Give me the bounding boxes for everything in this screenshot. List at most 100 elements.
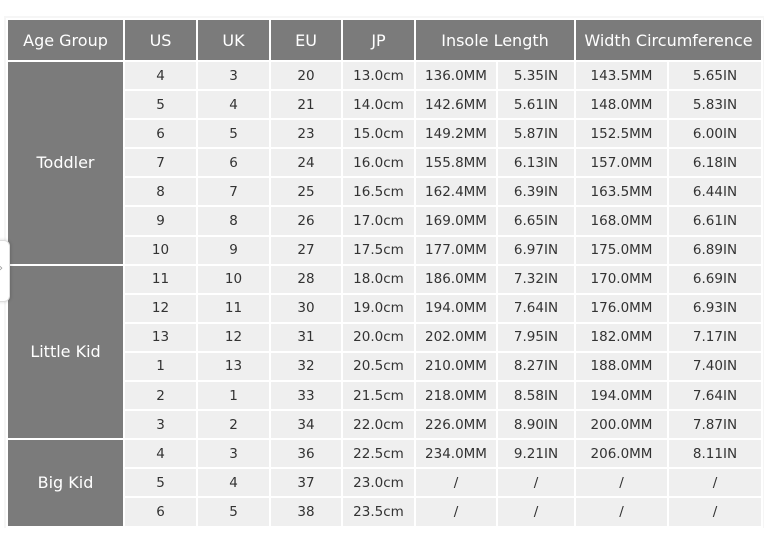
table-cell: 9 bbox=[196, 234, 271, 266]
table-cell: 5.87IN bbox=[496, 118, 576, 150]
table-cell: 11 bbox=[196, 292, 271, 324]
table-cell: 8 bbox=[123, 176, 198, 208]
table-cell: 33 bbox=[269, 380, 343, 412]
table-cell: 7.64IN bbox=[667, 380, 763, 412]
table-cell: 6.89IN bbox=[667, 234, 763, 266]
table-cell: 6.65IN bbox=[496, 205, 576, 237]
table-cell: 218.0MM bbox=[414, 380, 498, 412]
table-cell: 4 bbox=[123, 438, 198, 470]
table-cell: 8.11IN bbox=[667, 438, 763, 470]
table-row: 5 4 37 23.0cm / / / / bbox=[7, 467, 763, 499]
header-us: US bbox=[123, 18, 198, 62]
table-cell: 7.32IN bbox=[496, 263, 576, 295]
table-cell: 136.0MM bbox=[414, 59, 498, 92]
table-cell: 188.0MM bbox=[574, 350, 669, 383]
table-cell: 20.0cm bbox=[341, 321, 416, 353]
table-cell: 5 bbox=[123, 467, 198, 499]
table-cell: 11 bbox=[123, 263, 198, 295]
table-cell: 26 bbox=[269, 205, 343, 237]
table-cell: 8.58IN bbox=[496, 380, 576, 412]
table-cell: 202.0MM bbox=[414, 321, 498, 353]
table-cell: / bbox=[574, 467, 669, 499]
table-cell: 10 bbox=[196, 263, 271, 295]
table-cell: 148.0MM bbox=[574, 89, 669, 121]
table-cell: 8.27IN bbox=[496, 350, 576, 383]
table-cell: 4 bbox=[196, 89, 271, 121]
table-cell: 6 bbox=[123, 118, 198, 150]
table-row: 13 12 31 20.0cm 202.0MM 7.95IN 182.0MM 7.17IN bbox=[7, 321, 763, 353]
table-cell: 1 bbox=[123, 350, 198, 383]
table-cell: 34 bbox=[269, 409, 343, 441]
table-cell: 206.0MM bbox=[574, 438, 669, 470]
size-chart-table: Age Group US UK EU JP Insole Length Widt… bbox=[6, 18, 763, 528]
header-age-group: Age Group bbox=[6, 18, 125, 62]
header-uk: UK bbox=[196, 18, 271, 62]
table-cell: 5 bbox=[196, 496, 271, 528]
chevron-right-icon: › bbox=[0, 263, 3, 274]
table-cell: 7.40IN bbox=[667, 350, 763, 383]
table-row: 6 5 23 15.0cm 149.2MM 5.87IN 152.5MM 6.00IN bbox=[7, 118, 763, 150]
table-cell: 155.8MM bbox=[414, 147, 498, 179]
table-cell: 20 bbox=[269, 59, 343, 92]
table-cell: 177.0MM bbox=[414, 234, 498, 266]
table-cell: 12 bbox=[123, 292, 198, 324]
table-cell: 22.5cm bbox=[341, 438, 416, 470]
table-cell: 175.0MM bbox=[574, 234, 669, 266]
table-cell: 16.5cm bbox=[341, 176, 416, 208]
table-cell: 27 bbox=[269, 234, 343, 266]
table-cell: 28 bbox=[269, 263, 343, 295]
table-cell: 6.44IN bbox=[667, 176, 763, 208]
header-jp: JP bbox=[341, 18, 416, 62]
table-cell: 8 bbox=[196, 205, 271, 237]
table-cell: / bbox=[414, 467, 498, 499]
header-width-circumference: Width Circumference bbox=[574, 18, 763, 62]
table-row: 9 8 26 17.0cm 169.0MM 6.65IN 168.0MM 6.61IN bbox=[7, 205, 763, 237]
table-row: 12 11 30 19.0cm 194.0MM 7.64IN 176.0MM 6.93IN bbox=[7, 292, 763, 324]
table-cell: 149.2MM bbox=[414, 118, 498, 150]
table-cell: 9.21IN bbox=[496, 438, 576, 470]
table-cell: 8.90IN bbox=[496, 409, 576, 441]
table-cell: / bbox=[667, 496, 763, 528]
table-cell: 200.0MM bbox=[574, 409, 669, 441]
table-cell: 23 bbox=[269, 118, 343, 150]
table-cell: 194.0MM bbox=[574, 380, 669, 412]
table-cell: 5.65IN bbox=[667, 59, 763, 92]
table-cell: 5.61IN bbox=[496, 89, 576, 121]
table-cell: 32 bbox=[269, 350, 343, 383]
table-cell: 22.0cm bbox=[341, 409, 416, 441]
table-row: 1 13 32 20.5cm 210.0MM 8.27IN 188.0MM 7.40IN bbox=[7, 350, 763, 383]
table-cell: 13.0cm bbox=[341, 59, 416, 92]
table-cell: 7.64IN bbox=[496, 292, 576, 324]
table-cell: 7.87IN bbox=[667, 409, 763, 441]
table-cell: 6.18IN bbox=[667, 147, 763, 179]
table-cell: 194.0MM bbox=[414, 292, 498, 324]
table-cell: 10 bbox=[123, 234, 198, 266]
table-cell: 3 bbox=[196, 438, 271, 470]
table-cell: 5 bbox=[196, 118, 271, 150]
table-cell: 168.0MM bbox=[574, 205, 669, 237]
table-cell: 226.0MM bbox=[414, 409, 498, 441]
table-cell: 14.0cm bbox=[341, 89, 416, 121]
table-cell: 7 bbox=[196, 176, 271, 208]
table-cell: 17.0cm bbox=[341, 205, 416, 237]
table-cell: 186.0MM bbox=[414, 263, 498, 295]
table-cell: / bbox=[496, 496, 576, 528]
table-cell: 30 bbox=[269, 292, 343, 324]
table-cell: 3 bbox=[123, 409, 198, 441]
table-row: 6 5 38 23.5cm / / / / bbox=[7, 496, 763, 528]
table-row: 8 7 25 16.5cm 162.4MM 6.39IN 163.5MM 6.44IN bbox=[7, 176, 763, 208]
table-cell: 25 bbox=[269, 176, 343, 208]
table-row: 7 6 24 16.0cm 155.8MM 6.13IN 157.0MM 6.18IN bbox=[7, 147, 763, 179]
age-group-cell: Big Kid bbox=[6, 438, 125, 528]
table-cell: 23.5cm bbox=[341, 496, 416, 528]
table-cell: / bbox=[667, 467, 763, 499]
table-cell: 182.0MM bbox=[574, 321, 669, 353]
table-cell: 6.13IN bbox=[496, 147, 576, 179]
header-row: Age Group US UK EU JP Insole Length Widt… bbox=[6, 18, 763, 62]
table-cell: 18.0cm bbox=[341, 263, 416, 295]
table-cell: 5.35IN bbox=[496, 59, 576, 92]
table-cell: 162.4MM bbox=[414, 176, 498, 208]
table-cell: 1 bbox=[196, 380, 271, 412]
side-handle[interactable]: › bbox=[0, 240, 10, 302]
table-cell: 5.83IN bbox=[667, 89, 763, 121]
